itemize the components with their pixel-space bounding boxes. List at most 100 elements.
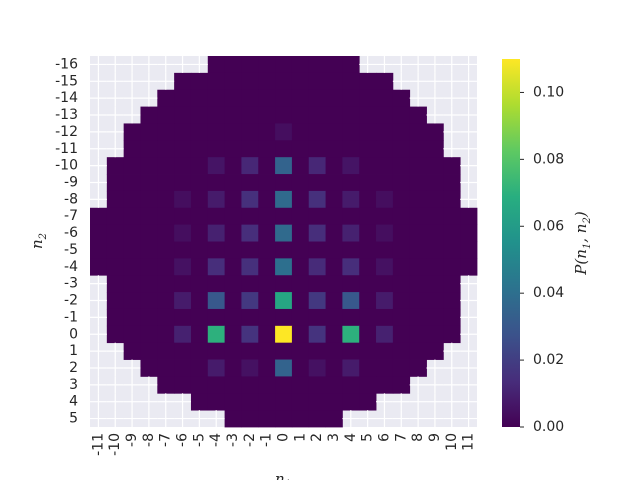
heatmap-cell (325, 325, 343, 344)
heatmap-cell (174, 190, 192, 209)
heatmap-cell (308, 410, 326, 428)
heatmap-cell (359, 393, 377, 411)
heatmap-cell (275, 174, 293, 192)
heatmap-cell (90, 207, 108, 226)
y-tick-label: -2 (64, 293, 78, 309)
heatmap-cell (241, 241, 259, 259)
heatmap-cell (258, 224, 276, 242)
heatmap-cell (275, 376, 293, 394)
heatmap-cell (325, 410, 343, 428)
heatmap-cell (174, 123, 192, 141)
heatmap-cell (174, 72, 192, 91)
heatmap-cell (275, 292, 293, 310)
heatmap-cell (224, 89, 242, 107)
heatmap-cell (291, 359, 310, 377)
heatmap-cell (359, 72, 377, 91)
heatmap-cell (190, 258, 209, 276)
heatmap-cell (325, 376, 343, 394)
heatmap-cell (308, 207, 326, 226)
heatmap-cell (106, 174, 125, 192)
colorbar (502, 59, 520, 427)
heatmap-cell (376, 157, 394, 175)
heatmap-cell (325, 342, 343, 360)
heatmap-cell (376, 325, 394, 344)
heatmap-cell (291, 72, 310, 91)
heatmap-cell (376, 72, 394, 91)
heatmap-cell (275, 393, 293, 411)
heatmap-cell (123, 292, 141, 310)
heatmap-cell (342, 393, 360, 411)
heatmap-cell (258, 72, 276, 91)
x-tick-label: 4 (343, 433, 359, 442)
heatmap-cell (291, 140, 310, 158)
heatmap-cell (409, 157, 427, 175)
heatmap-cell (258, 325, 276, 344)
heatmap-cell (308, 56, 326, 74)
heatmap-cell (224, 258, 242, 276)
heatmap-cell (123, 207, 141, 226)
heatmap-cell (308, 174, 326, 192)
heatmap-cell (140, 258, 158, 276)
heatmap-cell (258, 359, 276, 377)
x-tick-label: 11 (461, 433, 477, 451)
heatmap-cell (190, 275, 209, 293)
heatmap-cell (207, 325, 226, 344)
y-tick-labels: -16-15-14-13-12-11-10-9-8-7-6-5-4-3-2-10… (55, 56, 78, 426)
heatmap-cell (342, 325, 360, 344)
heatmap-cell (342, 89, 360, 107)
heatmap-cell (376, 140, 394, 158)
heatmap-cell (224, 140, 242, 158)
x-tick-label: -2 (242, 433, 258, 447)
heatmap-cell (241, 140, 259, 158)
x-axis-label: n1 (275, 470, 291, 480)
heatmap-cell (291, 308, 310, 327)
heatmap-cell (106, 190, 125, 209)
heatmap-cell (207, 241, 226, 259)
heatmap-cell (140, 325, 158, 344)
heatmap-cell (224, 56, 242, 74)
heatmap-cell (157, 224, 175, 242)
heatmap-cell (275, 410, 293, 428)
x-tick-label: -3 (225, 433, 241, 447)
heatmap-cell (207, 292, 226, 310)
heatmap-cell (207, 157, 226, 175)
heatmap-cell (359, 359, 377, 377)
heatmap-cell (174, 258, 192, 276)
heatmap-cell (157, 89, 175, 107)
heatmap-cell (224, 72, 242, 91)
heatmap-cell (443, 275, 461, 293)
heatmap-cell (157, 190, 175, 209)
heatmap-cell (308, 325, 326, 344)
heatmap-cell (409, 140, 427, 158)
y-tick-label: -12 (55, 124, 78, 140)
heatmap-cell (392, 241, 411, 259)
heatmap-cell (258, 258, 276, 276)
colorbar-tick-label: 0.06 (533, 218, 564, 234)
heatmap-cell (174, 325, 192, 344)
heatmap-cell (241, 174, 259, 192)
heatmap-cell (275, 325, 293, 344)
y-tick-label: -8 (64, 191, 78, 207)
heatmap-cell (443, 190, 461, 209)
heatmap-cell (291, 157, 310, 175)
heatmap-cell (140, 174, 158, 192)
heatmap-cell (325, 241, 343, 259)
heatmap-cell (359, 376, 377, 394)
heatmap-cell (443, 207, 461, 226)
heatmap-cell (359, 275, 377, 293)
heatmap-cell (157, 275, 175, 293)
heatmap-cell (275, 157, 293, 175)
heatmap-cell (174, 292, 192, 310)
heatmap-cell (190, 342, 209, 360)
heatmap-cell (409, 342, 427, 360)
heatmap-cell (123, 123, 141, 141)
heatmap-cell (258, 123, 276, 141)
heatmap-cell (342, 56, 360, 74)
heatmap-cell (258, 190, 276, 209)
heatmap-cell (174, 89, 192, 107)
heatmap-cell (258, 275, 276, 293)
heatmap-cell (258, 140, 276, 158)
heatmap-cell (224, 241, 242, 259)
heatmap-cell (359, 140, 377, 158)
